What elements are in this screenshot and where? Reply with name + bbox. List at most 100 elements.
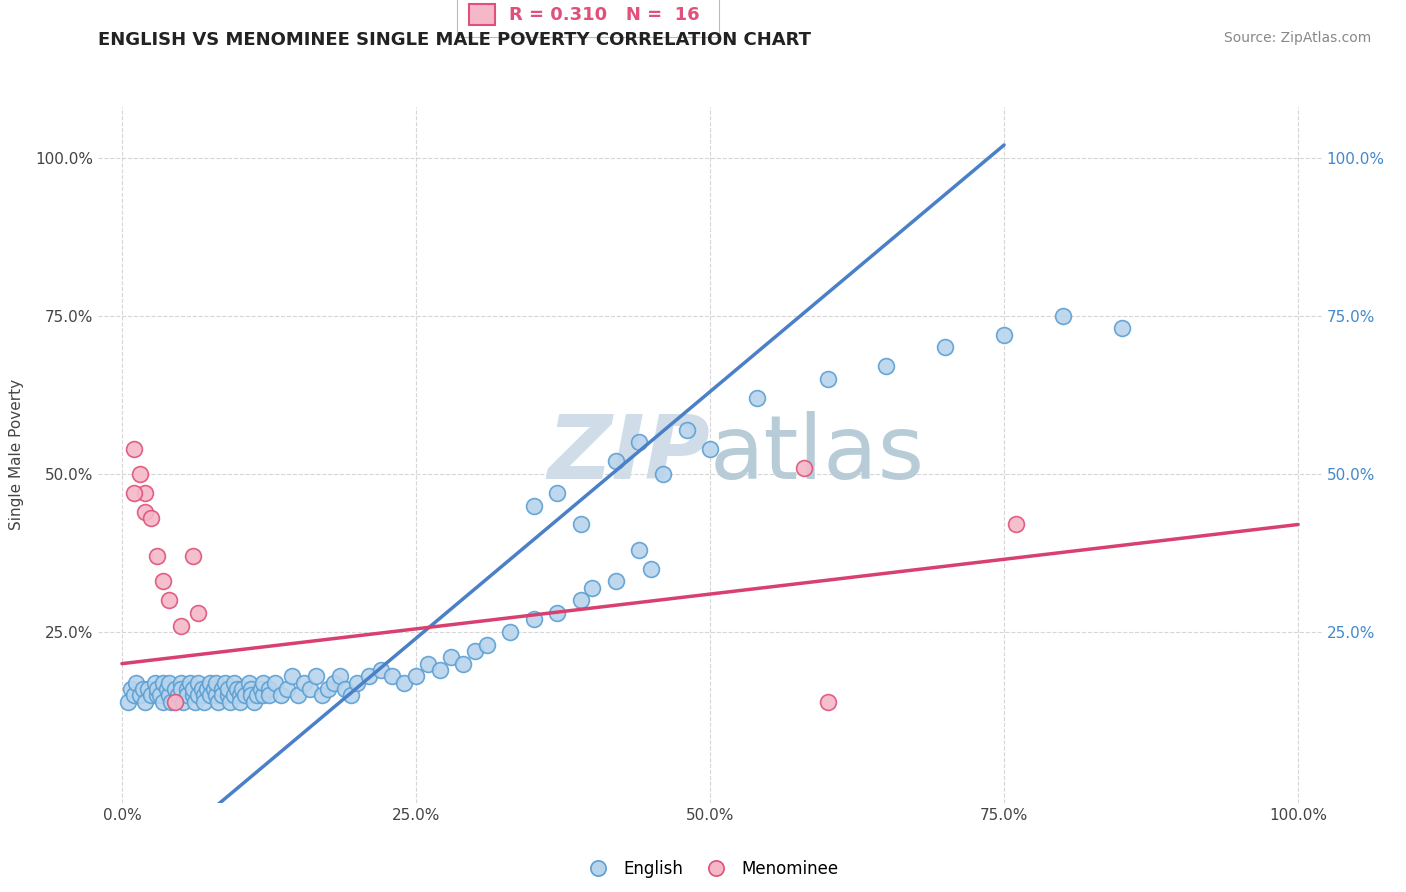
Point	[429, 663, 451, 677]
Point	[219, 695, 242, 709]
Point	[157, 675, 180, 690]
Text: ENGLISH VS MENOMINEE SINGLE MALE POVERTY CORRELATION CHART: ENGLISH VS MENOMINEE SINGLE MALE POVERTY…	[98, 31, 811, 49]
Point	[451, 657, 474, 671]
Point	[132, 681, 155, 696]
Point	[875, 359, 897, 374]
Point	[207, 695, 229, 709]
Point	[934, 340, 956, 354]
Point	[475, 638, 498, 652]
Point	[569, 517, 592, 532]
Point	[640, 562, 662, 576]
Point	[146, 688, 169, 702]
Point	[122, 486, 145, 500]
Point	[222, 675, 245, 690]
Point	[128, 688, 150, 702]
Point	[170, 675, 193, 690]
Point	[238, 675, 260, 690]
Point	[328, 669, 350, 683]
Point	[146, 549, 169, 563]
Y-axis label: Single Male Poverty: Single Male Poverty	[10, 379, 24, 531]
Point	[311, 688, 333, 702]
Point	[146, 681, 169, 696]
Point	[187, 675, 209, 690]
Point	[134, 486, 156, 500]
Text: atlas: atlas	[710, 411, 925, 499]
Point	[246, 688, 269, 702]
Point	[193, 695, 215, 709]
Point	[1052, 309, 1074, 323]
Point	[222, 688, 245, 702]
Point	[167, 688, 190, 702]
Point	[181, 688, 204, 702]
Point	[202, 681, 225, 696]
Point	[179, 675, 201, 690]
Point	[1111, 321, 1133, 335]
Point	[392, 675, 416, 690]
Point	[172, 695, 194, 709]
Point	[191, 681, 214, 696]
Point	[122, 688, 145, 702]
Point	[240, 688, 263, 702]
Point	[149, 688, 172, 702]
Point	[240, 681, 263, 696]
Point	[141, 688, 163, 702]
Point	[322, 675, 344, 690]
Point	[152, 574, 174, 589]
Point	[993, 327, 1015, 342]
Point	[176, 681, 198, 696]
Point	[187, 606, 209, 620]
Point	[440, 650, 463, 665]
Text: ZIP: ZIP	[547, 411, 710, 499]
Point	[226, 681, 249, 696]
Point	[136, 681, 159, 696]
Point	[217, 688, 239, 702]
Point	[316, 681, 339, 696]
Point	[793, 460, 815, 475]
Point	[546, 486, 568, 500]
Point	[187, 688, 209, 702]
Point	[242, 695, 264, 709]
Point	[270, 688, 292, 702]
Point	[214, 675, 236, 690]
Point	[152, 675, 174, 690]
Point	[181, 681, 204, 696]
Point	[464, 644, 486, 658]
Point	[1004, 517, 1026, 532]
Point	[134, 505, 156, 519]
Point	[381, 669, 404, 683]
Point	[340, 688, 363, 702]
Point	[357, 669, 380, 683]
Point	[157, 688, 180, 702]
Point	[699, 442, 721, 456]
Point	[605, 454, 627, 468]
Point	[305, 669, 328, 683]
Point	[141, 511, 163, 525]
Point	[193, 688, 215, 702]
Point	[228, 695, 250, 709]
Point	[569, 593, 592, 607]
Point	[292, 675, 315, 690]
Point	[181, 549, 204, 563]
Point	[205, 675, 228, 690]
Point	[170, 618, 193, 632]
Point	[249, 681, 271, 696]
Point	[405, 669, 427, 683]
Point	[499, 625, 522, 640]
Point	[163, 695, 186, 709]
Point	[628, 435, 651, 450]
Point	[122, 442, 145, 456]
Point	[205, 688, 228, 702]
Point	[235, 688, 257, 702]
Point	[416, 657, 439, 671]
Point	[817, 695, 839, 709]
Point	[605, 574, 627, 589]
Point	[281, 669, 304, 683]
Point	[134, 695, 156, 709]
Point	[287, 688, 309, 702]
Point	[156, 681, 179, 696]
Point	[257, 681, 280, 696]
Point	[211, 681, 233, 696]
Point	[170, 681, 193, 696]
Point	[143, 675, 166, 690]
Text: Source: ZipAtlas.com: Source: ZipAtlas.com	[1223, 31, 1371, 45]
